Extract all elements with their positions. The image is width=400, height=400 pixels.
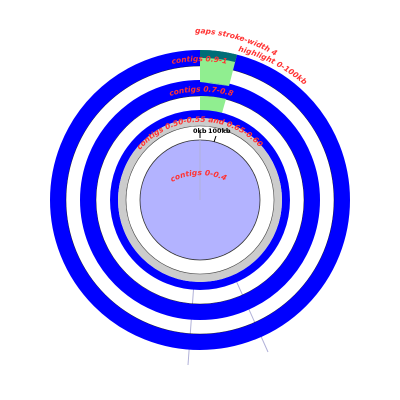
label-contigs-second: contigs 0.7-0.8 [168,85,234,99]
highlight-wedge-inner [200,82,229,86]
contig-ring-third [110,110,290,290]
tick-100kb [213,135,217,143]
contig-ring-second [80,80,320,320]
tick-label-0kb: 0kb [193,127,207,135]
label-contigs-outer: contigs 0.9-1.0 [0,0,228,66]
tick-label-100kb: 100kb [208,127,231,135]
gap-segment [200,49,237,62]
grey-band-edge [125,125,275,275]
